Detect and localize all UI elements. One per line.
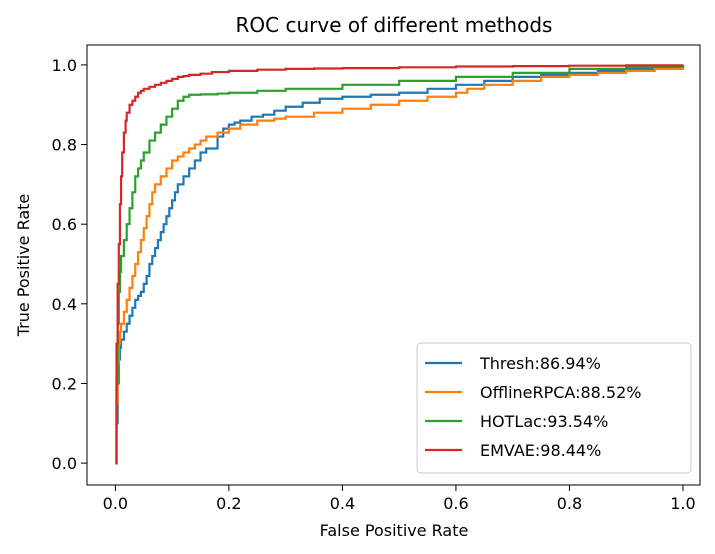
y-tick-label: 1.0: [52, 56, 77, 75]
x-tick-label: 0.6: [443, 494, 468, 513]
y-tick-label: 0.2: [52, 374, 77, 393]
series-line-offlinerpca: [115, 64, 685, 465]
legend-box: [416, 342, 692, 474]
series-line-emvae: [115, 64, 685, 465]
y-axis-ticks: 0.0 0.2 0.4 0.6 0.8 1.0: [52, 56, 87, 473]
plot-area: 0.0 0.2 0.4 0.6 0.8 1.0 0.0 0.2 0.4 0.6 0.8 1.0: [52, 44, 701, 513]
legend-label: HOTLac:93.54%: [480, 412, 608, 431]
legend-label: Thresh:86.94%: [479, 354, 601, 373]
chart-title: ROC curve of different methods: [236, 13, 553, 37]
y-tick-label: 0.0: [52, 454, 77, 473]
x-tick-label: 0.4: [330, 494, 355, 513]
x-tick-label: 0.2: [216, 494, 241, 513]
legend-label: OfflineRPCA:88.52%: [480, 383, 642, 402]
x-tick-label: 0.0: [103, 494, 128, 513]
y-axis-label: True Positive Rate: [14, 194, 33, 338]
y-tick-label: 0.4: [52, 295, 77, 314]
series-layer: [115, 64, 685, 465]
legend-label: EMVAE:98.44%: [480, 441, 601, 460]
series-line-thresh: [115, 64, 685, 465]
legend: Thresh:86.94% OfflineRPCA:88.52% HOTLac:93…: [416, 342, 692, 474]
x-tick-label: 1.0: [670, 494, 695, 513]
x-axis-ticks: 0.0 0.2 0.4 0.6 0.8 1.0: [103, 485, 696, 513]
y-tick-label: 0.8: [52, 136, 77, 155]
x-tick-label: 0.8: [557, 494, 582, 513]
x-axis-label: False Positive Rate: [320, 521, 469, 540]
series-line-hotlac: [115, 64, 685, 465]
legend-items: Thresh:86.94% OfflineRPCA:88.52% HOTLac:93…: [425, 354, 642, 460]
y-tick-label: 0.6: [52, 215, 77, 234]
